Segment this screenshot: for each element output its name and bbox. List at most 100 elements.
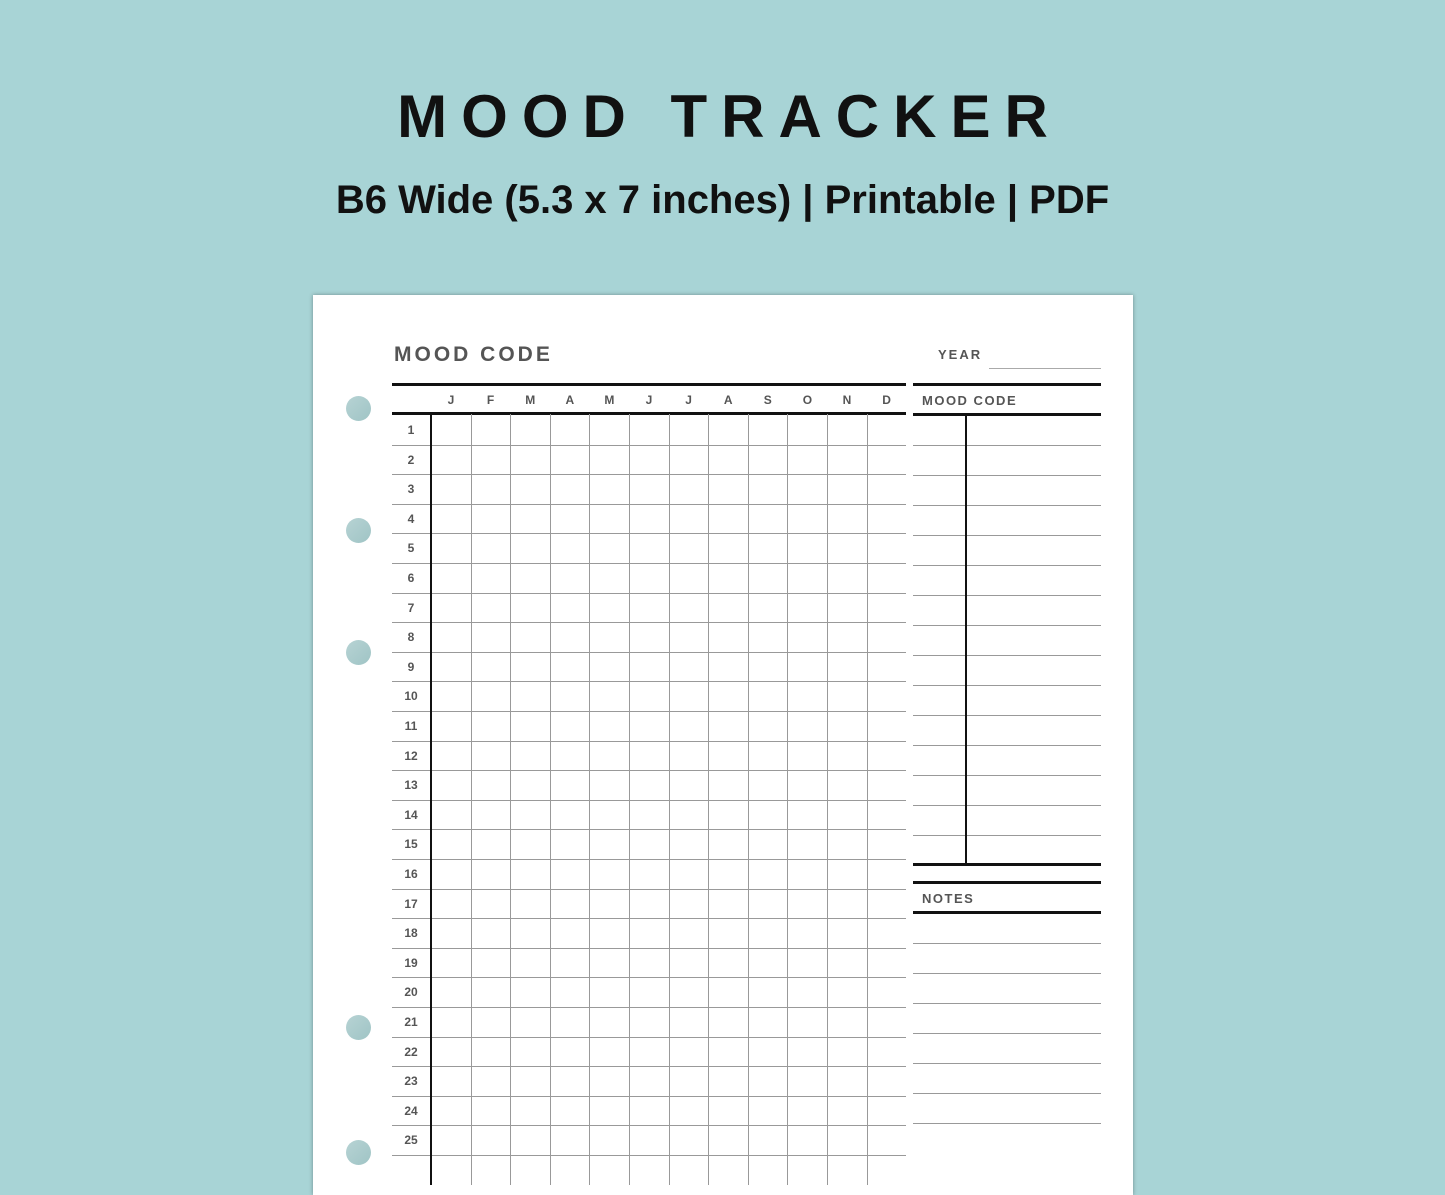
mood-cell[interactable] [669, 829, 709, 859]
mood-cell[interactable] [629, 1125, 669, 1155]
mood-cell[interactable] [589, 445, 629, 475]
mood-cell[interactable] [867, 1096, 907, 1126]
mood-cell[interactable] [471, 533, 511, 563]
mood-code-line[interactable] [913, 805, 1101, 806]
mood-cell[interactable] [708, 859, 748, 889]
mood-cell[interactable] [471, 504, 511, 534]
mood-cell[interactable] [589, 474, 629, 504]
mood-cell[interactable] [629, 1096, 669, 1126]
mood-cell[interactable] [827, 800, 867, 830]
mood-cell[interactable] [629, 859, 669, 889]
mood-cell[interactable] [589, 918, 629, 948]
mood-cell[interactable] [471, 741, 511, 771]
mood-cell[interactable] [629, 889, 669, 919]
mood-cell[interactable] [787, 829, 827, 859]
mood-cell[interactable] [629, 593, 669, 623]
mood-cell[interactable] [589, 652, 629, 682]
mood-cell[interactable] [669, 415, 709, 445]
mood-cell[interactable] [867, 948, 907, 978]
mood-cell[interactable] [748, 593, 788, 623]
mood-cell[interactable] [867, 1125, 907, 1155]
mood-cell[interactable] [471, 622, 511, 652]
mood-cell[interactable] [510, 1037, 550, 1067]
mood-cell[interactable] [867, 977, 907, 1007]
mood-cell[interactable] [669, 948, 709, 978]
mood-cell[interactable] [748, 770, 788, 800]
mood-cell[interactable] [629, 622, 669, 652]
mood-code-line[interactable] [913, 445, 1101, 446]
mood-cell[interactable] [510, 652, 550, 682]
mood-cell[interactable] [827, 1066, 867, 1096]
mood-cell[interactable] [589, 770, 629, 800]
mood-cell[interactable] [629, 1037, 669, 1067]
mood-cell[interactable] [787, 445, 827, 475]
mood-cell[interactable] [550, 1037, 590, 1067]
mood-cell[interactable] [748, 474, 788, 504]
mood-cell[interactable] [431, 889, 471, 919]
mood-cell[interactable] [510, 415, 550, 445]
mood-cell[interactable] [550, 800, 590, 830]
mood-cell[interactable] [867, 1066, 907, 1096]
mood-cell[interactable] [669, 533, 709, 563]
mood-cell[interactable] [510, 445, 550, 475]
mood-cell[interactable] [431, 1096, 471, 1126]
mood-cell[interactable] [708, 1007, 748, 1037]
mood-cell[interactable] [867, 800, 907, 830]
mood-cell[interactable] [589, 563, 629, 593]
mood-cell[interactable] [748, 948, 788, 978]
mood-cell[interactable] [708, 1066, 748, 1096]
mood-cell[interactable] [669, 504, 709, 534]
mood-cell[interactable] [669, 741, 709, 771]
mood-cell[interactable] [431, 770, 471, 800]
mood-cell[interactable] [669, 770, 709, 800]
mood-cell[interactable] [748, 859, 788, 889]
mood-code-line[interactable] [913, 655, 1101, 656]
mood-cell[interactable] [669, 1096, 709, 1126]
mood-cell[interactable] [471, 800, 511, 830]
mood-code-line[interactable] [913, 535, 1101, 536]
mood-cell[interactable] [787, 415, 827, 445]
mood-cell[interactable] [669, 918, 709, 948]
mood-cell[interactable] [431, 829, 471, 859]
mood-cell[interactable] [787, 474, 827, 504]
mood-cell[interactable] [669, 681, 709, 711]
mood-cell[interactable] [431, 504, 471, 534]
mood-cell[interactable] [669, 593, 709, 623]
mood-cell[interactable] [669, 1007, 709, 1037]
mood-cell[interactable] [787, 622, 827, 652]
mood-cell[interactable] [748, 741, 788, 771]
mood-cell[interactable] [708, 593, 748, 623]
mood-cell[interactable] [471, 1066, 511, 1096]
mood-cell[interactable] [471, 1037, 511, 1067]
mood-cell[interactable] [708, 415, 748, 445]
mood-cell[interactable] [510, 829, 550, 859]
mood-cell[interactable] [787, 1037, 827, 1067]
mood-cell[interactable] [827, 741, 867, 771]
mood-cell[interactable] [748, 1066, 788, 1096]
mood-cell[interactable] [708, 741, 748, 771]
mood-cell[interactable] [510, 1007, 550, 1037]
mood-cell[interactable] [471, 889, 511, 919]
mood-cell[interactable] [748, 1037, 788, 1067]
mood-cell[interactable] [867, 474, 907, 504]
mood-cell[interactable] [827, 1007, 867, 1037]
mood-cell[interactable] [431, 533, 471, 563]
mood-cell[interactable] [471, 918, 511, 948]
mood-cell[interactable] [550, 504, 590, 534]
mood-cell[interactable] [471, 770, 511, 800]
mood-cell[interactable] [629, 711, 669, 741]
mood-cell[interactable] [550, 652, 590, 682]
mood-cell[interactable] [629, 533, 669, 563]
mood-cell[interactable] [787, 563, 827, 593]
mood-cell[interactable] [550, 445, 590, 475]
mood-cell[interactable] [748, 563, 788, 593]
mood-cell[interactable] [589, 889, 629, 919]
mood-cell[interactable] [431, 474, 471, 504]
mood-cell[interactable] [431, 1066, 471, 1096]
mood-cell[interactable] [471, 652, 511, 682]
notes-line[interactable] [913, 943, 1101, 944]
mood-cell[interactable] [708, 533, 748, 563]
mood-cell[interactable] [827, 829, 867, 859]
mood-cell[interactable] [748, 1007, 788, 1037]
mood-cell[interactable] [471, 859, 511, 889]
